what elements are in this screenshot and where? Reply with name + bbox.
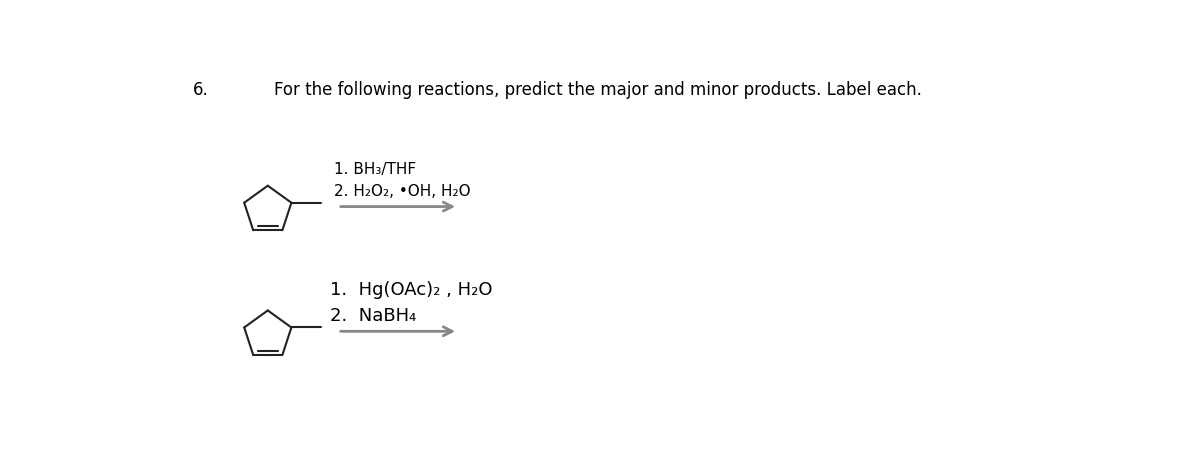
Text: For the following reactions, predict the major and minor products. Label each.: For the following reactions, predict the…: [274, 81, 922, 99]
Text: 2.  NaBH₄: 2. NaBH₄: [330, 307, 416, 325]
Text: 1.  Hg(OAc)₂ , H₂O: 1. Hg(OAc)₂ , H₂O: [330, 281, 493, 299]
Text: 6.: 6.: [193, 81, 209, 99]
Text: 1. BH₃/THF: 1. BH₃/THF: [334, 163, 416, 177]
Text: 2. H₂O₂, •OH, H₂O: 2. H₂O₂, •OH, H₂O: [334, 184, 470, 199]
